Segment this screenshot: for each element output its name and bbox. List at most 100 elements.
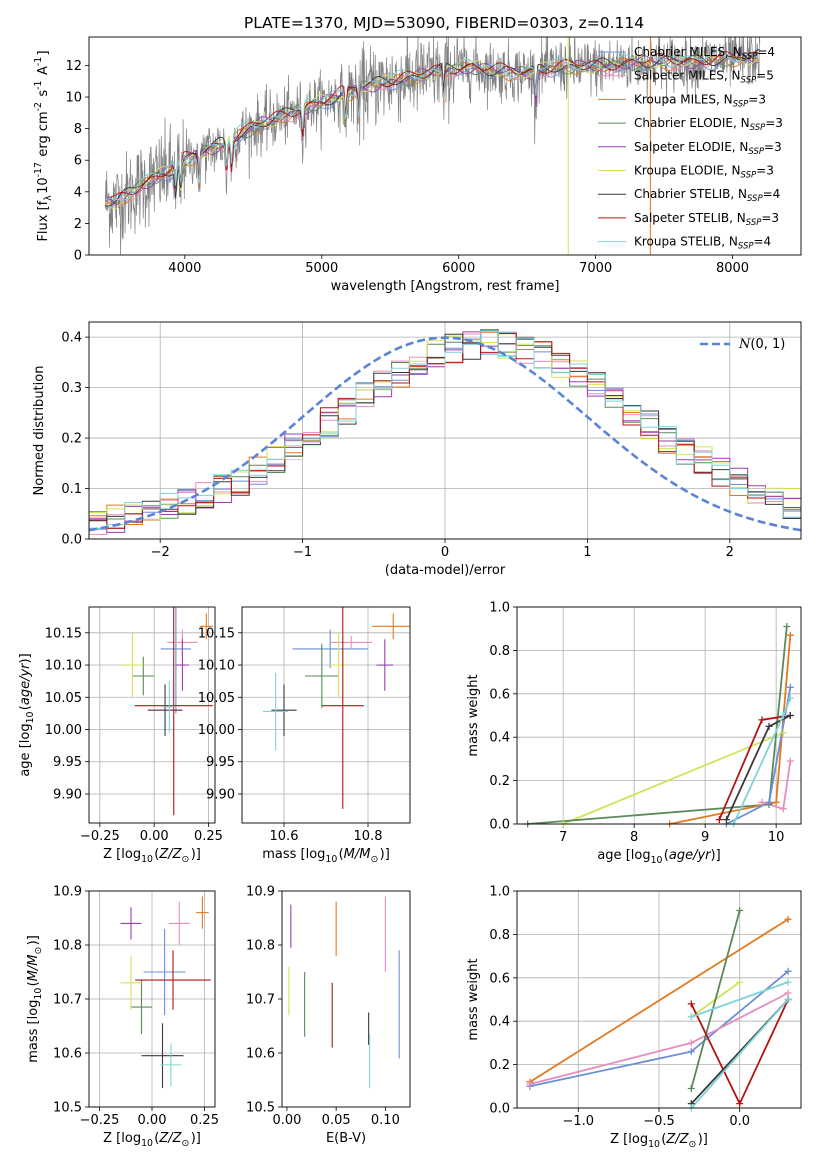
x-axis-label-script: 10 (141, 854, 153, 865)
age_vs_mass-plot-area (263, 607, 410, 809)
y-tick-label: 10.9 (53, 885, 82, 900)
y-tick-label: 10 (65, 91, 82, 106)
errorbar-chabrier_stelib (147, 684, 183, 736)
y-tick-label: 0.0 (489, 818, 510, 833)
errorbar-kroupa_elodie (120, 955, 142, 1010)
y-tick-label: 0.3 (61, 381, 82, 396)
x-axis-label-script: 10 (651, 855, 663, 866)
axes-frame (88, 321, 802, 540)
mass-weight-line-chabrier_elodie (690, 910, 741, 1089)
legend-text: =4 (763, 187, 781, 201)
x-axis-label-math: M/M (344, 847, 371, 862)
y-axis-label-part: 10 (36, 177, 51, 194)
x-axis-label-script: ⊙ (182, 1138, 190, 1149)
errorbar-kroupa_stelib (160, 1043, 182, 1087)
legend-label: Chabrier STELIB, NSSP=4 (634, 187, 780, 204)
gaussian-symbol: N (738, 337, 751, 352)
errorbar-salpeter_stelib (134, 607, 213, 816)
y-axis-label-part: age [log (18, 723, 33, 776)
mass_vs_Z-plot-area (120, 896, 211, 1089)
y-axis-label-script: 10 (25, 711, 36, 723)
x-tick-label: 10 (768, 830, 785, 845)
x-tick-label: −0.5 (643, 1114, 675, 1129)
age_vs_Z-axes: −0.25 0.00 0.25 9.90 9.95 10.00 10.05 10.10 10.1… (18, 606, 223, 865)
y-tick-label: 10.00 (45, 723, 82, 738)
y-axis-label-math: M/M (26, 955, 41, 982)
legend-text: Chabrier ELODIE, N (634, 116, 750, 130)
x-tick-label: 4000 (168, 261, 201, 276)
gaussian-curve (89, 336, 801, 532)
mass-weight-marker-chabrier_elodie (783, 623, 791, 631)
residual-histogram-kroupa_stelib (89, 330, 801, 539)
legend-label: Chabrier ELODIE, NSSP=3 (634, 116, 783, 133)
x-axis-label-part: ( (661, 1132, 666, 1147)
mass-weight-marker-chabrier_elodie (736, 907, 744, 915)
y-tick-label: 10.15 (45, 626, 82, 641)
mass-weight-marker-kroupa_stelib (786, 694, 794, 702)
errorbar-chabrier_miles (143, 928, 186, 1016)
massweight_vs_Z-axes: −1.0 −0.5 0.0 0.0 0.2 0.4 0.6 0.8 1.0 Z [log10 (Z… (466, 885, 802, 1150)
y-axis-label-script: ⊙ (33, 947, 44, 955)
legend-label: Salpeter STELIB, NSSP=3 (634, 211, 779, 228)
mass-weight-marker-kroupa_elodie (779, 729, 787, 737)
y-axis-label-part: mass weight (466, 674, 481, 756)
x-axis-label-math: Z/Z (158, 847, 182, 862)
legend-sub: SSP (742, 52, 758, 62)
legend-text: =5 (756, 69, 774, 83)
axes-frame (88, 606, 216, 824)
y-tick-label: 10.7 (246, 993, 275, 1008)
x-tick-label: 0.25 (190, 1113, 219, 1128)
x-axis-label-part: )] (191, 1131, 201, 1146)
x-axis-label-part: )] (711, 848, 721, 863)
legend-sub: SSP (747, 194, 763, 204)
axes-frame (281, 890, 411, 1108)
x-tick-label: 6000 (442, 261, 475, 276)
y-tick-label: 10.10 (198, 659, 235, 674)
x-axis-label-script: 10 (141, 1138, 153, 1149)
y-axis-label-script: -2 (33, 102, 44, 111)
x-axis-label-script: ⊙ (370, 854, 378, 865)
y-tick-label: 9.95 (53, 755, 82, 770)
y-tick-label: 10.15 (198, 626, 235, 641)
y-axis-label-part: )] (18, 653, 33, 663)
y-tick-label: 0.4 (489, 731, 510, 746)
x-tick-label: 9 (701, 830, 709, 845)
gaussian-args: (0, 1) (750, 337, 785, 352)
x-axis-label-script: 10 (648, 1139, 660, 1150)
mass-weight-marker-kroupa_stelib (687, 1013, 695, 1021)
y-tick-label: 9.90 (53, 787, 82, 802)
y-axis-label-part: Flux [f (36, 200, 51, 241)
errorbar-salpeter_miles (168, 901, 190, 945)
mass-weight-line-kroupa_miles (529, 918, 789, 1083)
x-tick-label: 0.00 (138, 1113, 167, 1128)
y-tick-label: 1.0 (489, 885, 510, 900)
x-axis-label-part: age [log (597, 848, 650, 863)
y-axis-label-part: ( (18, 705, 33, 710)
residuals-axes: −2 −1 0 1 2 0.0 0.1 0.2 0.3 0.4 (data-model)/error… (32, 321, 802, 578)
mass-weight-marker-chabrier_miles (786, 683, 794, 691)
y-axis-label-part: s (36, 90, 51, 101)
mass-weight-marker-salpeter_miles (784, 989, 792, 997)
x-axis-label: Z [log10 (Z/Z⊙ )] (610, 1132, 708, 1150)
legend-label: Kroupa STELIB, NSSP=4 (634, 235, 771, 252)
mass-weight-marker-salpeter_miles (758, 798, 766, 806)
chart-title: PLATE=1370, MJD=53090, FIBERID=0303, z=0… (244, 14, 644, 32)
errorbar-kroupa_elodie (330, 632, 347, 698)
y-tick-label: 0.6 (489, 687, 510, 702)
y-axis-label: age [log10 (age/yr)] (18, 653, 36, 776)
legend-text: =4 (757, 45, 775, 59)
y-tick-label: 10.6 (246, 1047, 275, 1062)
errorbar-salpeter_stelib (321, 607, 364, 809)
y-axis-label: Flux [fλ 10-17 erg cm-2 s-1 A-1 ] (33, 50, 54, 241)
y-axis-label-script: -1 (33, 80, 44, 89)
y-axis-label: mass [log10 (M/M⊙ )] (26, 935, 44, 1063)
y-axis-label-script: λ (43, 195, 54, 201)
x-tick-label: 10.6 (270, 829, 299, 844)
y-axis-label-script: 10 (33, 988, 44, 1000)
x-tick-label: 10.8 (354, 829, 383, 844)
legend-label: Kroupa ELODIE, NSSP=3 (634, 164, 774, 181)
errorbar-salpeter_miles (330, 636, 373, 649)
gaussian-legend-label: N(0, 1) (738, 337, 785, 352)
